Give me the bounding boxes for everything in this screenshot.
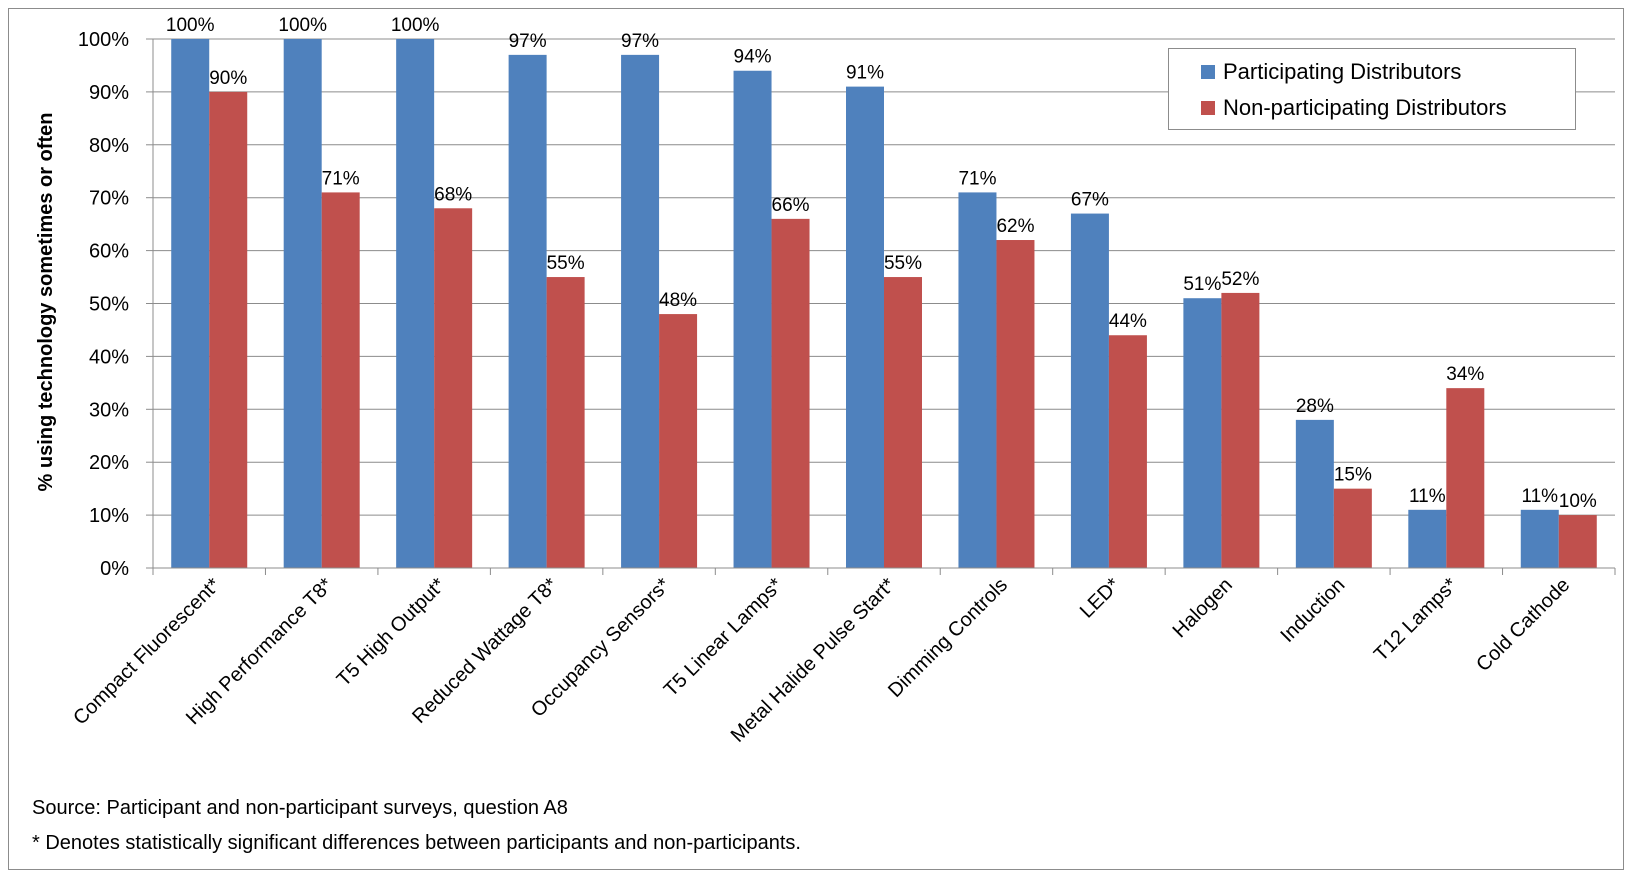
bar-non-participating — [1446, 388, 1485, 568]
x-tick-label: Halogen — [1169, 574, 1237, 642]
data-label: 71% — [322, 168, 360, 189]
bar-non-participating — [209, 91, 248, 569]
data-label: 48% — [659, 290, 697, 311]
bar-non-participating — [1108, 335, 1147, 568]
bar-non-participating — [1221, 292, 1260, 568]
bar-participating — [1520, 509, 1559, 568]
data-label: 68% — [434, 184, 472, 205]
data-label: 55% — [547, 253, 585, 274]
bar-non-participating — [1333, 488, 1372, 568]
data-label: 51% — [1183, 274, 1221, 295]
y-tick-label: 20% — [89, 452, 129, 474]
bar-non-participating — [321, 192, 360, 568]
legend-item-non-participating: Non-participating Distributors — [1201, 94, 1507, 122]
data-label: 97% — [621, 31, 659, 52]
data-label: 15% — [1334, 465, 1372, 486]
bar-non-participating — [884, 277, 922, 568]
data-label: 94% — [734, 47, 772, 68]
legend-label-participating: Participating Distributors — [1223, 59, 1462, 84]
bar-participating — [1295, 419, 1334, 568]
legend-label-non-participating: Non-participating Distributors — [1223, 95, 1507, 120]
data-label: 100% — [391, 15, 440, 36]
bar-participating — [733, 70, 772, 569]
data-label: 11% — [1409, 486, 1446, 507]
data-label: 11% — [1521, 486, 1558, 507]
data-label: 100% — [166, 15, 215, 36]
bar-non-participating — [1558, 515, 1597, 568]
bar-participating — [958, 192, 997, 568]
x-tick-label: Dimming Controls — [884, 574, 1012, 702]
data-label: 90% — [209, 68, 247, 89]
data-label: 67% — [1071, 190, 1109, 211]
data-label: 28% — [1296, 396, 1334, 417]
bar-participating — [396, 39, 435, 568]
bar-participating — [1070, 213, 1109, 568]
y-tick-label: 40% — [89, 346, 129, 368]
data-label: 62% — [996, 216, 1034, 237]
legend: Participating Distributors Non-participa… — [1168, 48, 1576, 130]
data-label: 100% — [278, 15, 327, 36]
y-tick-label: 0% — [100, 558, 129, 580]
bar-participating — [508, 54, 547, 569]
legend-swatch-participating — [1201, 65, 1215, 79]
chart-frame — [8, 8, 1624, 870]
data-label: 66% — [772, 195, 810, 216]
data-label: 97% — [509, 31, 547, 52]
data-label: 52% — [1221, 269, 1259, 290]
y-tick-label: 100% — [78, 29, 129, 51]
bar-non-participating — [546, 277, 585, 568]
data-labels: 100% 90% 100% 71% 100% 68% 97% 55% 97% 48% 94% 66% 9… — [166, 15, 1597, 512]
data-label: 55% — [884, 253, 922, 274]
data-label: 44% — [1109, 311, 1147, 332]
bar-participating — [621, 54, 660, 569]
bars — [171, 39, 1597, 569]
data-label: 34% — [1446, 364, 1484, 385]
legend-item-participating: Participating Distributors — [1201, 58, 1461, 86]
x-tick-label: T12 Lamps* — [1370, 574, 1462, 666]
bar-participating — [283, 39, 322, 568]
footnote: * Denotes statistically significant diff… — [32, 832, 801, 854]
bar-participating — [171, 39, 210, 568]
bar-participating — [846, 86, 884, 569]
y-tick-label: 90% — [89, 82, 129, 104]
bar-non-participating — [659, 314, 698, 568]
bar-non-participating — [771, 218, 810, 569]
y-axis-title: % using technology sometimes or often — [35, 113, 57, 492]
y-tick-label: 60% — [89, 241, 129, 263]
x-tick-label: LED* — [1076, 574, 1125, 623]
data-label: 10% — [1559, 491, 1597, 512]
data-label: 71% — [958, 168, 996, 189]
y-tick-label: 30% — [89, 399, 129, 421]
source-note: Source: Participant and non-participant … — [32, 797, 568, 819]
y-tick-label: 50% — [89, 294, 129, 316]
x-tick-label: T5 High Output* — [333, 574, 450, 691]
bar-participating — [1408, 509, 1447, 568]
y-tick-label: 10% — [89, 505, 129, 527]
x-tick-label: T5 Linear Lamps* — [660, 574, 787, 701]
bar-non-participating — [996, 240, 1035, 568]
y-tick-label: 80% — [89, 135, 129, 157]
x-tick-label: Cold Cathode — [1472, 574, 1574, 676]
bar-non-participating — [434, 208, 473, 568]
x-tick-label: Induction — [1276, 574, 1349, 647]
bar-participating — [1183, 298, 1222, 568]
legend-swatch-non-participating — [1201, 101, 1215, 115]
y-tick-label: 70% — [89, 188, 129, 210]
data-label: 91% — [846, 63, 884, 84]
